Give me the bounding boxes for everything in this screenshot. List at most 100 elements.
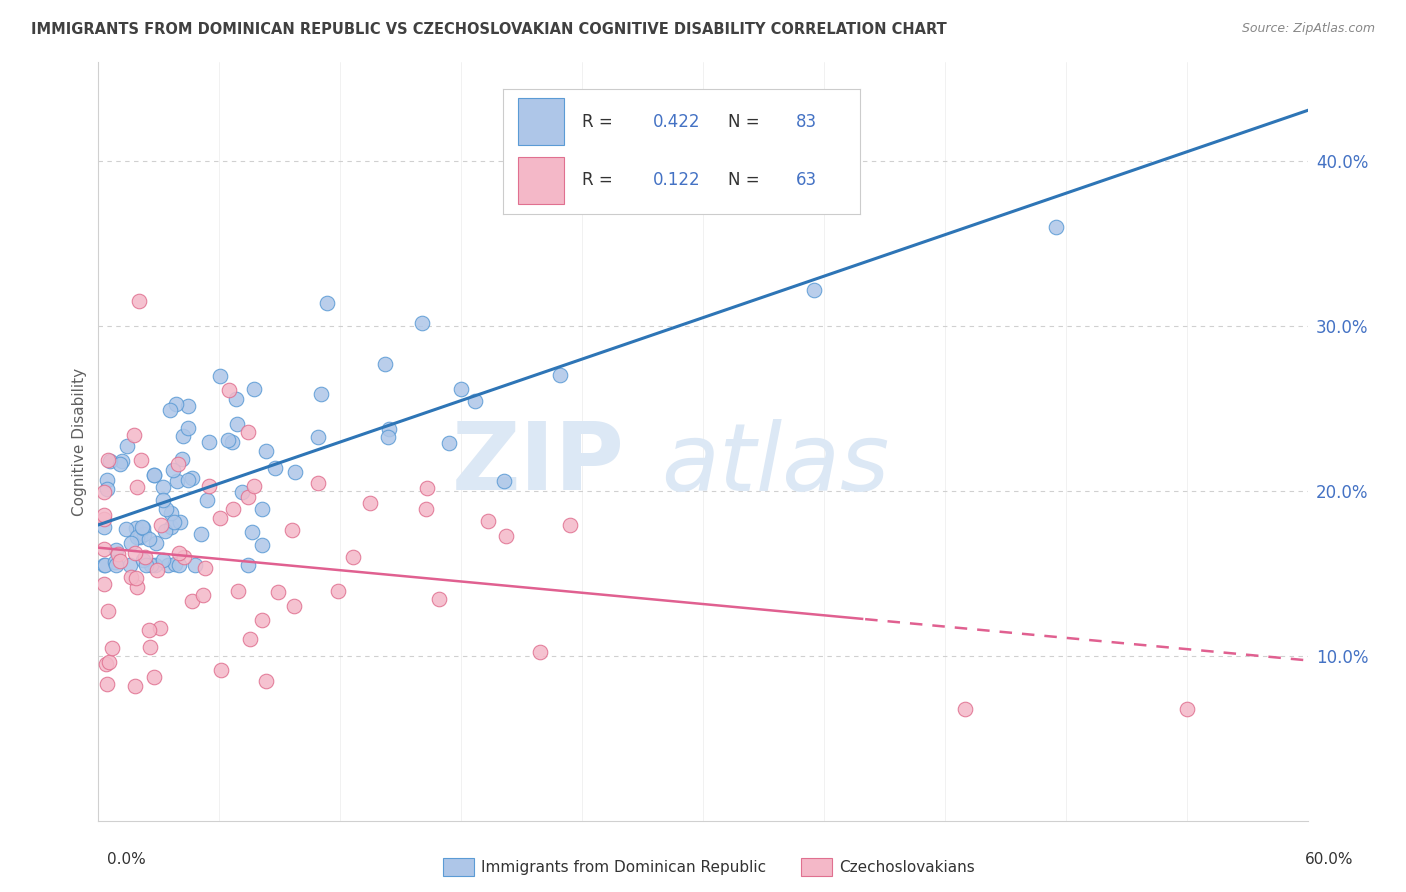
Point xyxy=(177,420,200,434)
Point xyxy=(132,527,155,541)
Point xyxy=(167,558,190,573)
Point xyxy=(97,655,120,669)
Point xyxy=(160,519,183,533)
Point xyxy=(209,664,232,678)
Point xyxy=(145,536,167,550)
Point xyxy=(529,645,551,659)
Point xyxy=(208,511,231,525)
Point xyxy=(93,520,115,534)
Point xyxy=(236,558,259,573)
Point xyxy=(101,641,124,656)
Point xyxy=(152,480,174,494)
Point xyxy=(281,523,304,537)
Point xyxy=(127,530,149,544)
Point xyxy=(96,677,118,691)
Point xyxy=(138,533,160,547)
Point xyxy=(152,492,174,507)
Point xyxy=(172,452,194,467)
Point xyxy=(250,501,273,516)
Text: IMMIGRANTS FROM DOMINICAN REPUBLIC VS CZECHOSLOVAKIAN COGNITIVE DISABILITY CORRE: IMMIGRANTS FROM DOMINICAN REPUBLIC VS CZ… xyxy=(31,22,946,37)
Point xyxy=(132,520,155,534)
Point xyxy=(120,536,142,550)
Point xyxy=(139,558,162,573)
Point xyxy=(165,397,187,411)
Point xyxy=(98,454,121,468)
Point xyxy=(309,387,332,401)
Point xyxy=(180,594,202,608)
Point xyxy=(415,502,437,516)
Point xyxy=(120,558,142,573)
Point xyxy=(307,476,329,491)
Point xyxy=(342,549,364,564)
Point xyxy=(226,417,249,431)
Point xyxy=(93,576,115,591)
Point xyxy=(163,557,186,571)
Point xyxy=(236,425,259,440)
Point xyxy=(240,525,263,540)
Point xyxy=(477,514,499,528)
Point xyxy=(94,558,117,573)
Point xyxy=(250,539,273,553)
Text: Source: ZipAtlas.com: Source: ZipAtlas.com xyxy=(1241,22,1375,36)
Point xyxy=(177,399,200,413)
Point xyxy=(148,621,170,635)
Point xyxy=(264,461,287,475)
Point xyxy=(254,674,277,689)
Point xyxy=(124,679,146,693)
Point xyxy=(93,512,115,526)
Point xyxy=(96,482,118,496)
Point xyxy=(153,524,176,539)
Point xyxy=(166,458,188,472)
Point xyxy=(198,435,221,450)
Point xyxy=(250,613,273,627)
Text: Czechoslovakians: Czechoslovakians xyxy=(839,860,976,874)
Point xyxy=(173,549,195,564)
Point xyxy=(128,530,150,544)
Point xyxy=(124,571,146,585)
Point xyxy=(416,482,439,496)
Point xyxy=(558,517,581,532)
Point xyxy=(138,623,160,637)
Point xyxy=(104,543,127,558)
Point xyxy=(411,316,433,330)
Point xyxy=(117,439,139,453)
Point xyxy=(267,585,290,599)
Point xyxy=(128,294,150,309)
Point xyxy=(218,383,240,397)
Point xyxy=(181,471,204,485)
Point xyxy=(132,552,155,566)
Point xyxy=(243,479,266,493)
Point xyxy=(209,369,232,384)
Point xyxy=(231,485,253,500)
Point xyxy=(124,546,146,560)
Point xyxy=(194,561,217,575)
Point xyxy=(315,295,337,310)
Point xyxy=(97,452,120,467)
Point xyxy=(222,502,245,516)
Point xyxy=(495,529,517,543)
Point xyxy=(93,508,115,523)
Point xyxy=(228,583,250,598)
Point xyxy=(105,558,128,573)
Text: 60.0%: 60.0% xyxy=(1305,852,1353,867)
Point xyxy=(143,558,166,573)
Y-axis label: Cognitive Disability: Cognitive Disability xyxy=(72,368,87,516)
Point xyxy=(110,458,132,472)
Point xyxy=(236,491,259,505)
Text: ZIP: ZIP xyxy=(451,418,624,510)
Point xyxy=(125,521,148,535)
Point xyxy=(1175,701,1198,715)
Point xyxy=(125,480,148,494)
Point xyxy=(159,403,181,417)
Text: atlas: atlas xyxy=(661,418,890,510)
Point xyxy=(157,558,180,573)
Point xyxy=(284,465,307,479)
Point xyxy=(143,670,166,684)
Point xyxy=(108,554,131,568)
Point xyxy=(190,527,212,541)
Point xyxy=(377,430,399,444)
Point xyxy=(464,394,486,409)
Point xyxy=(953,701,976,715)
Point xyxy=(152,553,174,567)
Point xyxy=(359,496,381,510)
